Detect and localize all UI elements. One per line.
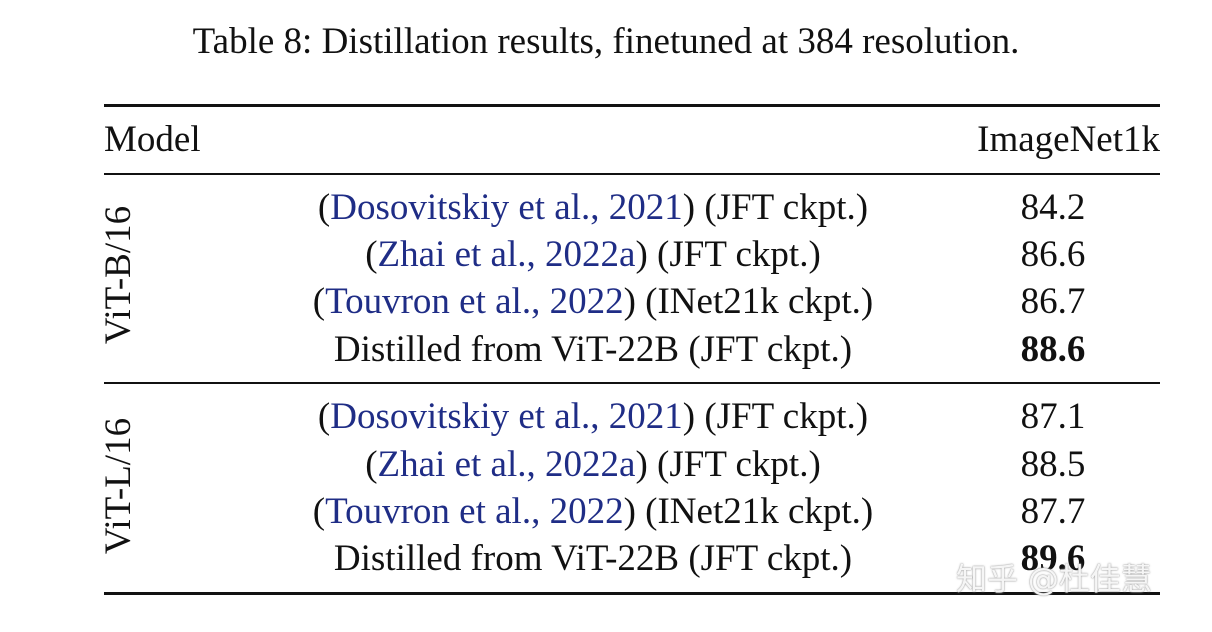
- model-cell: (Zhai et al., 2022a) (JFT ckpt.): [365, 444, 821, 485]
- citation-link[interactable]: Dosovitskiy et al., 2021: [330, 187, 683, 228]
- citation-link[interactable]: Touvron et al., 2022: [325, 281, 624, 322]
- model-cell: (Touvron et al., 2022) (INet21k ckpt.): [312, 281, 874, 322]
- table-row: (Dosovitskiy et al., 2021) (JFT ckpt.) 8…: [0, 393, 1212, 441]
- table-row: (Dosovitskiy et al., 2021) (JFT ckpt.) 8…: [0, 184, 1212, 232]
- model-cell: (Zhai et al., 2022a) (JFT ckpt.): [365, 234, 821, 275]
- table-row: (Touvron et al., 2022) (INet21k ckpt.) 8…: [0, 488, 1212, 536]
- watermark: 知乎 @杜佳慧: [956, 562, 1152, 598]
- group-divider-rule: [104, 382, 1160, 384]
- header-rule: [104, 173, 1160, 175]
- citation-link[interactable]: Touvron et al., 2022: [325, 491, 624, 532]
- table-row: Distilled from ViT-22B (JFT ckpt.) 88.6: [0, 326, 1212, 374]
- citation-link[interactable]: Zhai et al., 2022a: [377, 444, 636, 485]
- model-cell: Distilled from ViT-22B (JFT ckpt.): [333, 538, 853, 579]
- best-score-cell: 88.6: [1020, 329, 1086, 370]
- table-row: (Zhai et al., 2022a) (JFT ckpt.) 88.5: [0, 441, 1212, 489]
- citation-link[interactable]: Dosovitskiy et al., 2021: [330, 396, 683, 437]
- citation-link[interactable]: Zhai et al., 2022a: [377, 234, 636, 275]
- bottom-rule: [104, 592, 1160, 595]
- score-cell: 87.1: [1020, 396, 1086, 437]
- best-score-cell: 89.6: [1020, 538, 1086, 579]
- score-cell: 86.6: [1020, 234, 1086, 275]
- table-row: (Touvron et al., 2022) (INet21k ckpt.) 8…: [0, 278, 1212, 326]
- model-cell: (Dosovitskiy et al., 2021) (JFT ckpt.): [317, 187, 869, 228]
- table-caption: Table 8: Distillation results, finetuned…: [192, 21, 1020, 62]
- top-rule: [104, 104, 1160, 107]
- model-cell: (Dosovitskiy et al., 2021) (JFT ckpt.): [317, 396, 869, 437]
- table-row: Distilled from ViT-22B (JFT ckpt.) 89.6: [0, 535, 1212, 583]
- score-cell: 88.5: [1020, 444, 1086, 485]
- score-cell: 84.2: [1020, 187, 1086, 228]
- header-model: Model: [104, 119, 201, 160]
- score-cell: 87.7: [1020, 491, 1086, 532]
- model-cell: Distilled from ViT-22B (JFT ckpt.): [333, 329, 853, 370]
- score-cell: 86.7: [1020, 281, 1086, 322]
- header-imagenet1k: ImageNet1k: [977, 119, 1160, 160]
- model-cell: (Touvron et al., 2022) (INet21k ckpt.): [312, 491, 874, 532]
- table-row: (Zhai et al., 2022a) (JFT ckpt.) 86.6: [0, 231, 1212, 279]
